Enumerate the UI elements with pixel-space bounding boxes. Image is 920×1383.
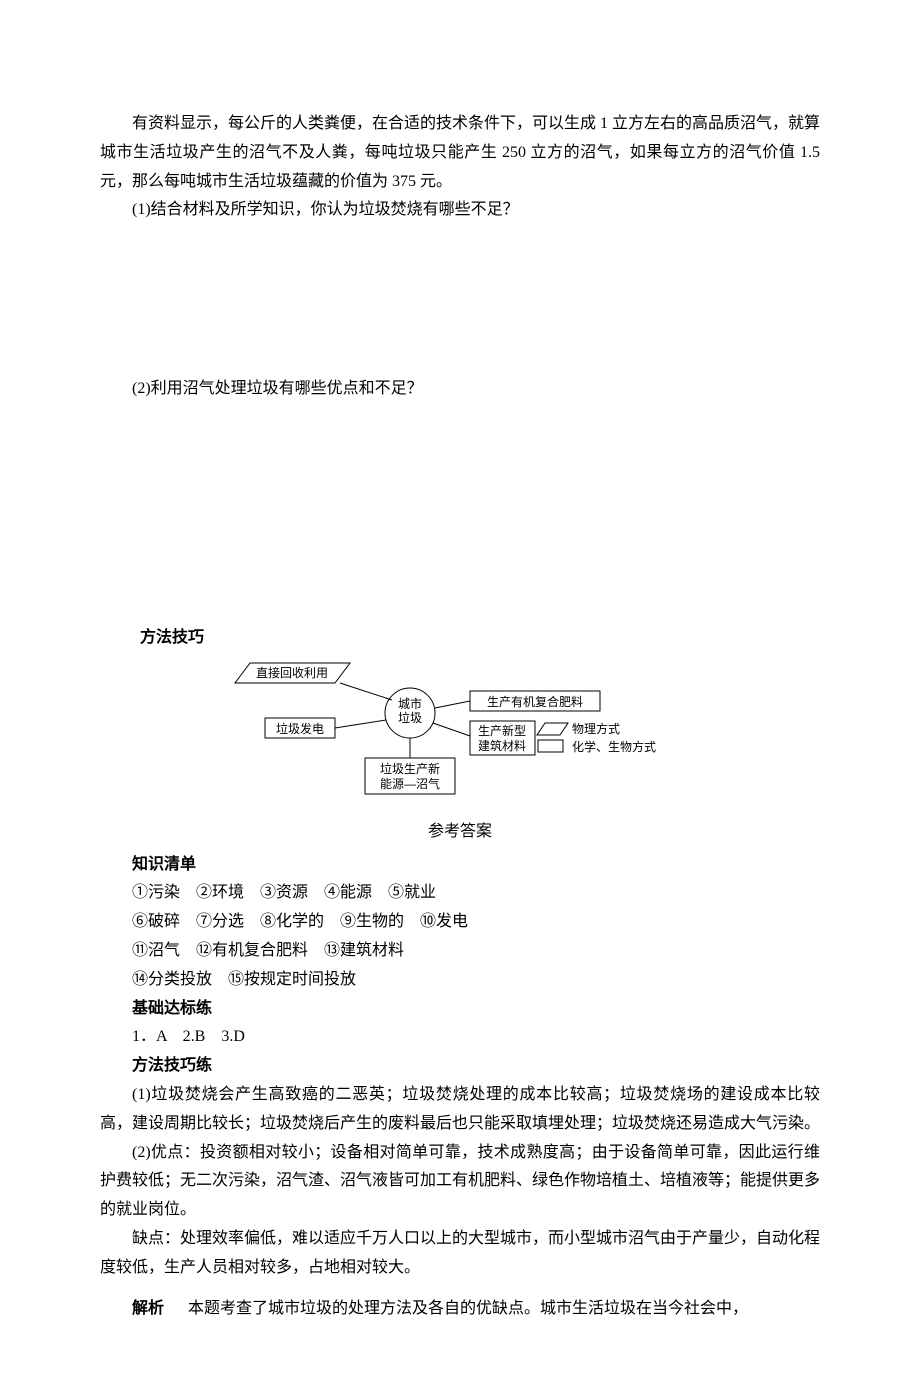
diagram-left2-label: 垃圾发电	[276, 721, 324, 736]
diagram-bottom-b-label: 能源—沼气	[380, 776, 440, 791]
analysis-text: 本题考查了城市垃圾的处理方法及各自的优缺点。城市生活垃圾在当今社会中，	[188, 1300, 748, 1317]
skill-heading: 方法技巧练	[100, 1052, 820, 1081]
diagram-bottom-a-label: 垃圾生产新	[380, 761, 440, 776]
basic-heading: 基础达标练	[100, 995, 820, 1024]
knowledge-heading: 知识清单	[100, 851, 820, 880]
diagram-center-label-2: 垃圾	[398, 710, 422, 725]
analysis-heading: 解析	[132, 1300, 164, 1317]
question-2: (2)利用沼气处理垃圾有哪些优点和不足？	[100, 375, 820, 404]
question-1: (1)结合材料及所学知识，你认为垃圾焚烧有哪些不足？	[100, 196, 820, 225]
intro-paragraph: 有资料显示，每公斤的人类粪便，在合适的技术条件下，可以生成 1 立方左右的高品质…	[100, 110, 820, 196]
knowledge-row-4: ⑭分类投放 ⑮按规定时间投放	[100, 966, 820, 995]
knowledge-row-3: ⑪沼气 ⑫有机复合肥料 ⑬建筑材料	[100, 937, 820, 966]
basic-answers: 1．A 2.B 3.D	[100, 1023, 820, 1052]
concept-diagram: 城市 垃圾 直接回收利用 生产有机复合肥料 垃圾发电 生产新型 建筑材料 物理方…	[210, 658, 710, 808]
diagram-topleft-label: 直接回收利用	[256, 665, 328, 680]
diagram-right1-label: 生产有机复合肥料	[487, 694, 583, 709]
knowledge-row-2: ⑥破碎 ⑦分选 ⑧化学的 ⑨生物的 ⑩发电	[100, 908, 820, 937]
analysis-line: 解析 本题考查了城市垃圾的处理方法及各自的优缺点。城市生活垃圾在当今社会中，	[100, 1295, 820, 1324]
diagram-right2b-label: 建筑材料	[478, 738, 526, 753]
diagram-legend-2: 化学、生物方式	[572, 739, 656, 754]
spacer	[100, 404, 820, 604]
skill-answer-2: (2)优点：投资额相对较小；设备相对简单可靠，技术成熟度高；由于设备简单可靠，因…	[100, 1139, 820, 1225]
answers-title: 参考答案	[100, 818, 820, 847]
diagram-center-label-1: 城市	[398, 696, 422, 711]
document-page: 有资料显示，每公斤的人类粪便，在合适的技术条件下，可以生成 1 立方左右的高品质…	[0, 0, 920, 1383]
spacer	[100, 225, 820, 375]
skill-answer-1: (1)垃圾焚烧会产生高致癌的二恶英；垃圾焚烧处理的成本比较高；垃圾焚烧场的建设成…	[100, 1081, 820, 1139]
knowledge-row-1: ①污染 ②环境 ③资源 ④能源 ⑤就业	[100, 879, 820, 908]
diagram-legend-1: 物理方式	[572, 721, 620, 736]
methods-heading: 方法技巧	[100, 624, 820, 653]
diagram-right2a-label: 生产新型	[478, 723, 526, 738]
skill-answer-3: 缺点：处理效率偏低，难以适应千万人口以上的大型城市，而小型城市沼气由于产量少，自…	[100, 1225, 820, 1283]
